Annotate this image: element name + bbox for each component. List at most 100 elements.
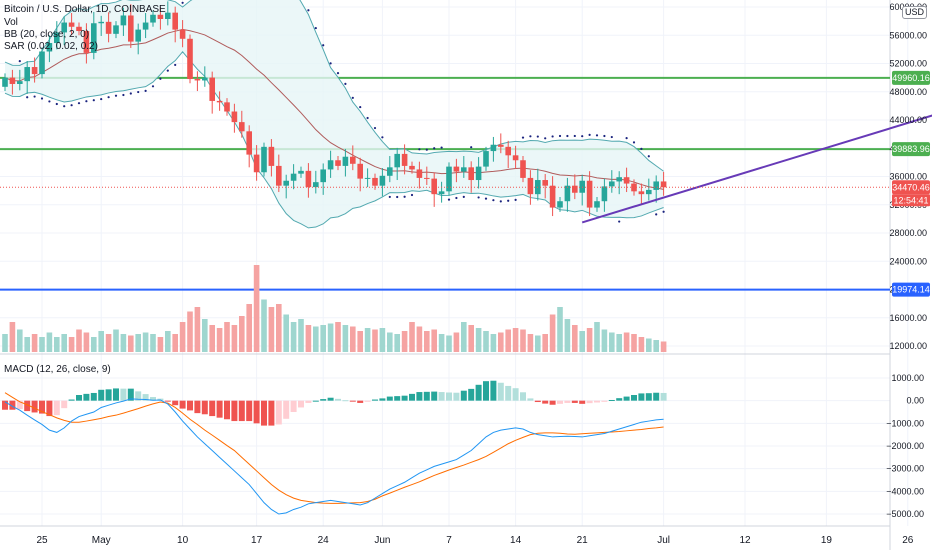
macd-histogram-bar bbox=[320, 399, 327, 401]
candle-body bbox=[461, 167, 467, 172]
candle-body bbox=[646, 189, 652, 195]
macd-pane bbox=[2, 380, 667, 515]
volume-legend[interactable]: Vol bbox=[4, 17, 18, 28]
sar-dot bbox=[425, 148, 428, 151]
macd-histogram-bar bbox=[298, 400, 304, 408]
macd-histogram-bar bbox=[446, 392, 452, 401]
sar-dot bbox=[151, 85, 155, 88]
volume-bar bbox=[268, 307, 275, 352]
macd-histogram-bar bbox=[172, 400, 179, 406]
sar-dot bbox=[499, 200, 502, 203]
candle-body bbox=[24, 67, 30, 82]
sar-dot bbox=[440, 146, 443, 149]
macd-histogram-bar bbox=[194, 400, 201, 414]
candle-body bbox=[424, 177, 430, 179]
sar-dot bbox=[85, 100, 88, 103]
time-tick-label: Jul bbox=[657, 535, 670, 546]
candle-body bbox=[557, 201, 563, 208]
volume-bar bbox=[157, 337, 164, 352]
macd-histogram-bar bbox=[61, 400, 68, 409]
macd-histogram-bar bbox=[468, 388, 475, 401]
candle-body bbox=[202, 77, 208, 81]
symbol-legend[interactable]: Bitcoin / U.S. Dollar, 1D, COINBASE bbox=[4, 4, 166, 15]
candle-body bbox=[409, 165, 415, 170]
sar-dot bbox=[655, 213, 658, 216]
level-price-tag: 39883.96 bbox=[892, 144, 930, 154]
time-tick-label: 21 bbox=[577, 535, 589, 546]
macd-histogram-bar bbox=[631, 395, 637, 401]
countdown-tag-bg bbox=[892, 194, 930, 207]
macd-histogram-bar bbox=[275, 400, 282, 425]
candle-body bbox=[616, 177, 622, 182]
volume-bar bbox=[83, 332, 90, 352]
volume-bar bbox=[446, 335, 452, 352]
volume-bar bbox=[46, 332, 53, 352]
volume-bar bbox=[61, 334, 67, 352]
macd-histogram-bar bbox=[268, 400, 275, 426]
candle-body bbox=[98, 21, 104, 24]
candle-body bbox=[9, 77, 16, 84]
macd-histogram-bar bbox=[505, 385, 512, 401]
candle-body bbox=[320, 169, 326, 183]
volume-bar bbox=[631, 334, 637, 352]
sar-dot bbox=[26, 96, 29, 99]
macd-histogram-bar bbox=[312, 400, 319, 402]
candle-body bbox=[128, 15, 134, 42]
candle-body bbox=[172, 12, 178, 30]
candle-body bbox=[31, 67, 38, 75]
macd-histogram-bar bbox=[623, 396, 630, 401]
macd-tick-label: −5000.00 bbox=[886, 509, 924, 519]
volume-bars bbox=[2, 265, 667, 352]
time-tick-label: 10 bbox=[177, 535, 189, 546]
sar-dot bbox=[159, 77, 162, 80]
macd-histogram-bar bbox=[201, 400, 208, 415]
time-axis[interactable]: 25 May 10 17 24 Jun 7 14 21 Jul 12 19 26 bbox=[36, 535, 913, 546]
volume-bar bbox=[372, 329, 378, 352]
volume-bar bbox=[98, 331, 104, 352]
macd-legend[interactable]: MACD (12, 26, close, 9) bbox=[4, 364, 111, 375]
macd-histogram-bar bbox=[46, 400, 53, 417]
candle-body bbox=[579, 180, 585, 193]
candle-body bbox=[231, 111, 238, 123]
macd-histogram-bar bbox=[31, 400, 38, 413]
volume-bar bbox=[120, 334, 127, 352]
volume-bar bbox=[209, 325, 215, 352]
sar-dot bbox=[70, 104, 73, 107]
trendline[interactable] bbox=[581, 109, 932, 224]
sar-dot bbox=[662, 210, 665, 213]
volume-bar bbox=[179, 322, 186, 352]
sar-dot bbox=[307, 9, 310, 12]
volume-bar bbox=[216, 328, 223, 352]
macd-histogram-bar bbox=[105, 389, 112, 401]
candle-body bbox=[120, 15, 127, 26]
macd-histogram-bar bbox=[394, 396, 401, 401]
macd-histogram-bar bbox=[238, 400, 245, 422]
time-tick-label: 26 bbox=[902, 535, 914, 546]
sar-dot bbox=[544, 137, 547, 140]
volume-bar bbox=[24, 337, 30, 352]
candle-body bbox=[2, 77, 8, 87]
macd-histogram-bar bbox=[401, 395, 408, 401]
volume-bar bbox=[142, 332, 149, 352]
macd-axis[interactable]: 1000.00 0.00 −1000.00 −2000.00 −3000.00 −4000… bbox=[886, 373, 924, 519]
volume-bar bbox=[165, 331, 171, 352]
volume-bar bbox=[401, 331, 408, 352]
candle-body bbox=[276, 165, 282, 186]
candle-body bbox=[446, 166, 452, 192]
level-price-tag: 49960.16 bbox=[892, 73, 930, 83]
candle-body bbox=[594, 201, 600, 208]
candle-body bbox=[520, 160, 526, 178]
sar-dot bbox=[477, 196, 480, 199]
macd-histogram-bar bbox=[83, 393, 90, 401]
currency-tag[interactable]: USD bbox=[902, 6, 928, 19]
time-tick-label: 24 bbox=[318, 535, 330, 546]
bb-legend[interactable]: BB (20, close, 2, 0) bbox=[4, 29, 90, 40]
volume-bar bbox=[461, 322, 467, 352]
volume-bar bbox=[535, 335, 541, 352]
candle-body bbox=[17, 81, 23, 84]
macd-histogram-bar bbox=[253, 400, 260, 424]
macd-histogram-bar bbox=[423, 391, 430, 401]
sar-legend[interactable]: SAR (0.02, 0.02, 0.2) bbox=[4, 41, 98, 52]
volume-bar bbox=[646, 338, 652, 352]
